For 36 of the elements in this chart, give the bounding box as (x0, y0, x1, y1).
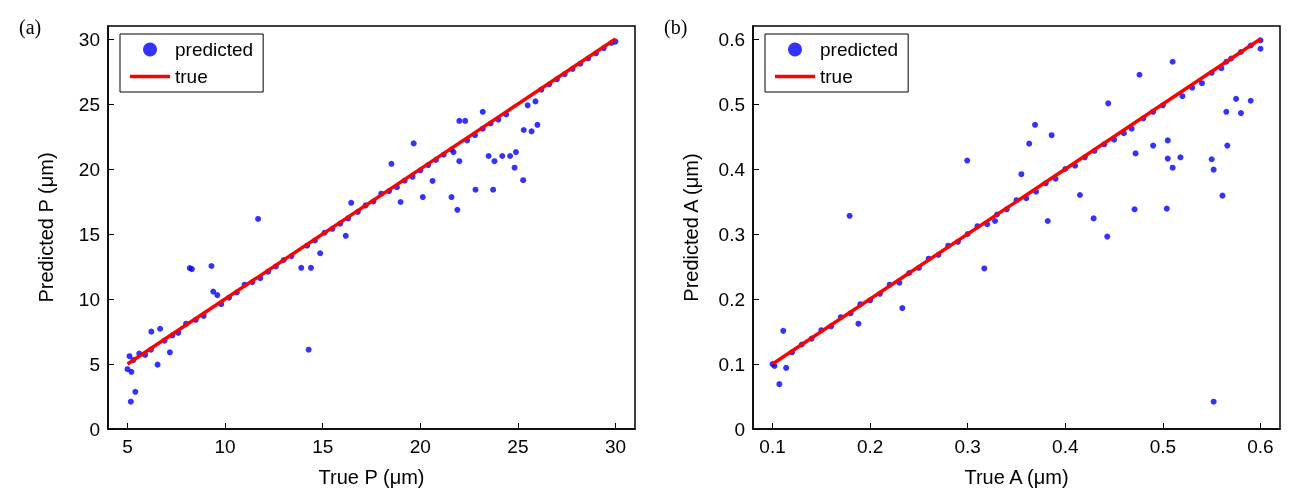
x-tick-label: 0.4 (1052, 436, 1079, 457)
x-tick-label: 0.1 (759, 436, 786, 457)
x-tick-label: 25 (507, 436, 529, 457)
x-tick-label: 5 (122, 436, 133, 457)
x-axis-title: True P (μm) (318, 466, 425, 488)
y-tick-label: 0.1 (718, 353, 745, 375)
x-tick-label: 0.6 (1247, 436, 1274, 457)
legend-label: predicted (820, 39, 899, 60)
x-tick-label: 0.5 (1149, 436, 1177, 457)
y-tick-label: 10 (78, 288, 100, 310)
y-tick-label: 0 (734, 418, 745, 440)
x-tick-label: 0.2 (856, 436, 884, 457)
x-tick-label: 10 (214, 436, 236, 457)
legend-label: predicted (175, 39, 254, 60)
y-tick-label: 20 (78, 158, 100, 180)
y-tick-label: 0.6 (718, 28, 745, 50)
y-axis-title: Predicted A (μm) (680, 153, 702, 302)
y-tick-label: 0 (89, 418, 100, 440)
legend-label: true (820, 66, 853, 87)
y-axis-title: Predicted P (μm) (35, 152, 57, 303)
x-axis-title: True A (μm) (964, 466, 1069, 488)
x-tick-label: 30 (604, 436, 627, 457)
y-tick-label: 30 (78, 28, 100, 50)
x-tick-label: 20 (409, 436, 431, 457)
y-tick-label: 0.4 (718, 158, 746, 180)
x-tick-label: 15 (312, 436, 334, 457)
y-tick-label: 5 (89, 353, 100, 375)
chart-title: (b) (664, 16, 688, 39)
y-tick-label: 15 (78, 223, 100, 245)
y-tick-label: 0.5 (718, 93, 745, 115)
y-tick-label: 25 (78, 93, 100, 115)
y-tick-label: 0.3 (718, 223, 745, 245)
chart-title: (a) (19, 16, 42, 39)
x-tick-label: 0.3 (954, 436, 981, 457)
y-tick-label: 0.2 (718, 288, 745, 310)
legend-label: true (175, 66, 208, 87)
